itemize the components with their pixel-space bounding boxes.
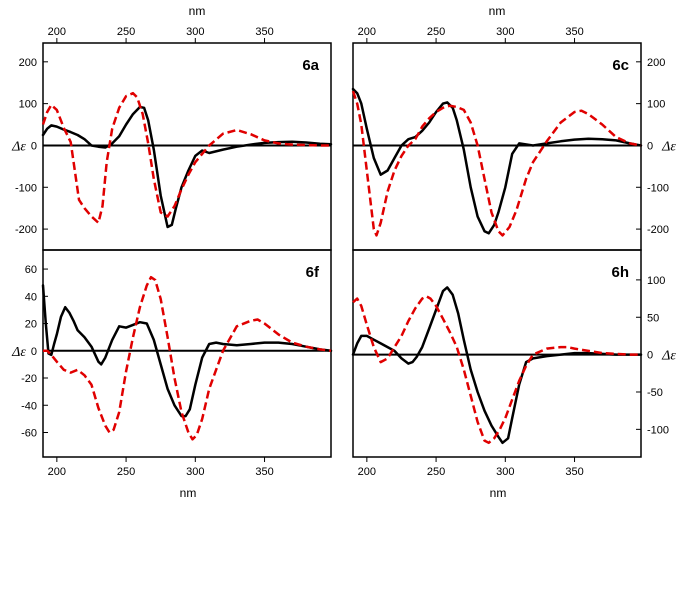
y-tick-label: 100 <box>19 99 37 111</box>
x-tick-label: 250 <box>427 26 445 38</box>
y-tick-label: 60 <box>25 264 37 276</box>
series-dashed-red-line <box>43 275 332 441</box>
top-x-axis-label: nm <box>189 4 206 18</box>
y-tick-label: -50 <box>647 387 663 399</box>
panel-6f: -60 -40 -20 0 20 40 60 Δε 200 250 300 350 6f <box>11 249 333 478</box>
bottom-x-axis-label: nm <box>490 486 507 500</box>
series-solid-black-line <box>41 284 333 418</box>
y-tick-label: 0 <box>31 140 37 152</box>
x-tick-label: 350 <box>255 466 273 478</box>
x-tick-label: 300 <box>496 466 514 478</box>
y-axis-label: Δε <box>661 139 676 154</box>
y-axis-label: Δε <box>661 349 676 364</box>
x-tick-label: 200 <box>358 466 376 478</box>
x-tick-label: 250 <box>117 466 135 478</box>
y-axis-label: Δε <box>11 139 26 154</box>
y-tick-label: -100 <box>647 424 669 436</box>
x-tick-label: 350 <box>565 466 583 478</box>
x-tick-label: 200 <box>48 26 66 38</box>
y-tick-label: 200 <box>647 57 665 69</box>
y-tick-label: 100 <box>647 275 665 287</box>
series-dashed-red-line <box>351 90 642 237</box>
x-tick-label: 300 <box>496 26 514 38</box>
x-tick-label: 200 <box>48 466 66 478</box>
plot-frame <box>42 249 332 458</box>
y-tick-label: -40 <box>21 400 37 412</box>
y-tick-label: 0 <box>647 350 653 362</box>
x-tick-label: 250 <box>117 26 135 38</box>
bottom-x-axis-label: nm <box>180 486 197 500</box>
y-tick-label: -200 <box>15 224 37 236</box>
panel-6h: -100 -50 0 50 100 Δε 200 250 300 350 6h <box>351 249 676 478</box>
y-tick-label: -100 <box>15 182 37 194</box>
y-tick-label: 20 <box>25 319 37 331</box>
y-tick-label: -20 <box>21 373 37 385</box>
y-tick-label: 200 <box>19 57 37 69</box>
y-tick-label: 40 <box>25 291 37 303</box>
panel-label: 6c <box>612 57 629 74</box>
series-dashed-red-line <box>41 91 331 225</box>
x-tick-label: 350 <box>565 26 583 38</box>
series-solid-black-line <box>351 286 643 445</box>
plot-frame <box>42 42 332 251</box>
top-x-axis-label: nm <box>489 4 506 18</box>
series-solid-black-line <box>41 105 333 229</box>
y-tick-label: 100 <box>647 99 665 111</box>
x-tick-label: 300 <box>186 466 204 478</box>
panel-label: 6a <box>302 57 319 74</box>
x-tick-label: 250 <box>427 466 445 478</box>
panel-label: 6f <box>306 264 320 281</box>
y-tick-label: 50 <box>647 312 659 324</box>
y-tick-label: -60 <box>21 427 37 439</box>
x-tick-label: 200 <box>358 26 376 38</box>
x-tick-label: 300 <box>186 26 204 38</box>
series-solid-black-line <box>351 87 643 235</box>
panel-label: 6h <box>611 264 629 281</box>
panel-6c: -200 -100 0 100 200 Δε 200 250 300 350 6c <box>351 26 676 251</box>
y-tick-label: 0 <box>647 140 653 152</box>
y-tick-label: -200 <box>647 224 669 236</box>
series-dashed-red-line <box>352 295 641 445</box>
panel-6a: -200 -100 0 100 200 Δε 200 250 300 350 6a <box>11 26 333 251</box>
y-tick-label: 0 <box>31 346 37 358</box>
y-axis-label: Δε <box>11 345 26 360</box>
x-tick-label: 350 <box>255 26 273 38</box>
y-tick-label: -100 <box>647 182 669 194</box>
